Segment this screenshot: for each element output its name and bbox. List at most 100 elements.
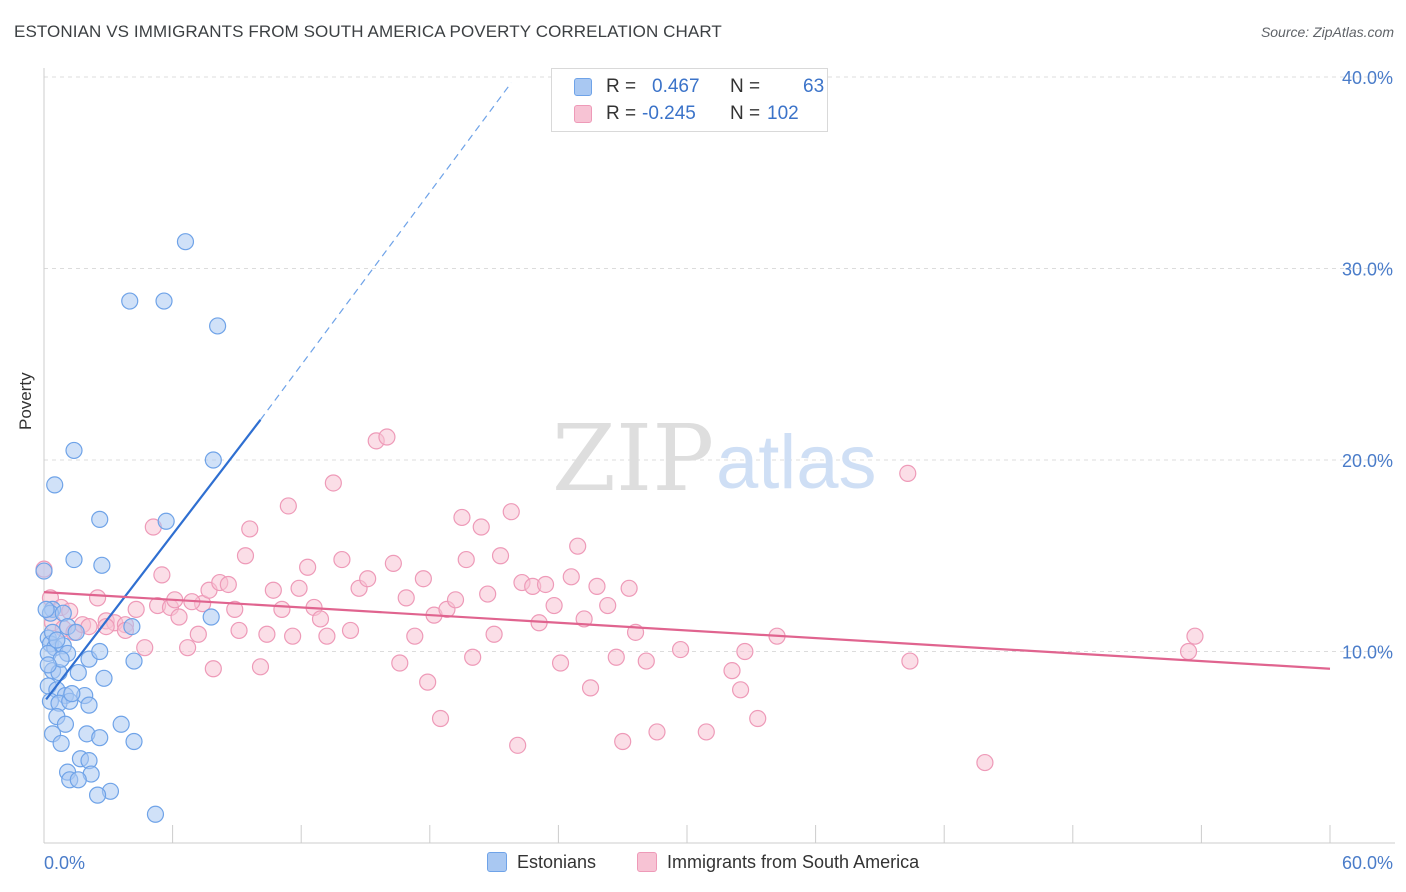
point-immigrants bbox=[359, 570, 377, 588]
point-immigrants bbox=[446, 591, 465, 609]
point-immigrants bbox=[472, 518, 490, 536]
point-estonians bbox=[146, 805, 165, 823]
point-immigrants bbox=[491, 547, 510, 565]
point-immigrants bbox=[607, 648, 625, 666]
point-immigrants bbox=[431, 709, 450, 728]
point-estonians bbox=[80, 696, 98, 714]
point-estonians bbox=[35, 562, 53, 580]
point-immigrants bbox=[588, 577, 606, 595]
series-estonians-points bbox=[35, 233, 227, 823]
point-immigrants bbox=[697, 723, 715, 741]
point-immigrants bbox=[599, 596, 617, 615]
point-immigrants bbox=[414, 570, 432, 588]
point-immigrants bbox=[569, 537, 587, 555]
bottom-legend-immigrants: Immigrants from South America bbox=[637, 852, 919, 873]
point-immigrants bbox=[153, 566, 171, 584]
chart-title: ESTONIAN VS IMMIGRANTS FROM SOUTH AMERIC… bbox=[14, 22, 722, 41]
point-estonians bbox=[37, 600, 55, 618]
point-immigrants bbox=[723, 662, 741, 680]
point-immigrants bbox=[333, 550, 351, 569]
point-estonians bbox=[91, 729, 109, 747]
point-immigrants bbox=[226, 600, 244, 618]
point-immigrants bbox=[614, 732, 632, 751]
point-immigrants bbox=[264, 581, 282, 599]
gridlines bbox=[44, 76, 1395, 652]
point-immigrants bbox=[299, 558, 317, 576]
point-immigrants bbox=[419, 673, 437, 691]
point-immigrants bbox=[324, 474, 342, 492]
trend-line-estonians bbox=[45, 419, 262, 701]
bottom-legend-label-estonians: Estonians bbox=[517, 852, 597, 872]
point-immigrants bbox=[397, 589, 415, 607]
point-immigrants bbox=[406, 627, 424, 645]
point-estonians bbox=[88, 786, 107, 804]
point-estonians bbox=[93, 556, 111, 574]
point-estonians bbox=[56, 715, 75, 733]
legend-r-label: R = bbox=[606, 76, 637, 97]
point-immigrants bbox=[749, 709, 767, 728]
trend-line-immigrants bbox=[43, 591, 1331, 670]
bottom-legend-swatch-immigrants bbox=[637, 852, 657, 872]
point-immigrants bbox=[241, 520, 259, 538]
point-immigrants bbox=[551, 654, 570, 672]
point-immigrants bbox=[127, 600, 145, 618]
y-tick-label: 30.0% bbox=[1342, 260, 1393, 280]
point-estonians bbox=[39, 656, 57, 674]
y-tick-label: 20.0% bbox=[1342, 451, 1393, 471]
point-immigrants bbox=[620, 579, 638, 597]
point-immigrants bbox=[290, 579, 308, 597]
point-immigrants bbox=[279, 497, 297, 515]
point-estonians bbox=[63, 685, 81, 703]
point-immigrants bbox=[236, 547, 255, 565]
point-immigrants bbox=[562, 568, 580, 586]
point-immigrants bbox=[901, 652, 919, 670]
point-immigrants bbox=[899, 464, 917, 483]
point-immigrants bbox=[97, 618, 115, 636]
bottom-legend-estonians: Estonians bbox=[487, 852, 596, 873]
point-immigrants bbox=[464, 648, 482, 666]
point-immigrants bbox=[311, 610, 330, 628]
watermark: ZIP atlas bbox=[552, 405, 877, 512]
legend-r-value-estonians: 0.467 bbox=[652, 76, 700, 97]
point-estonians bbox=[112, 715, 130, 733]
legend-r-value-immigrants: -0.245 bbox=[642, 103, 696, 124]
point-immigrants bbox=[479, 585, 497, 603]
point-estonians bbox=[65, 550, 83, 569]
y-tick-labels: 10.0% 20.0% 30.0% 40.0% bbox=[1342, 68, 1393, 663]
trend-line-estonians-extension bbox=[259, 82, 512, 421]
x-tick-label: 60.0% bbox=[1342, 853, 1393, 873]
point-immigrants bbox=[341, 621, 360, 640]
point-immigrants bbox=[258, 625, 276, 643]
point-immigrants bbox=[273, 600, 291, 618]
point-estonians bbox=[67, 623, 85, 641]
chart-source: Source: ZipAtlas.com bbox=[1260, 24, 1394, 40]
point-immigrants bbox=[318, 627, 336, 645]
point-immigrants bbox=[378, 428, 396, 446]
point-immigrants bbox=[179, 639, 197, 657]
point-estonians bbox=[204, 451, 222, 469]
legend-n-label: N = bbox=[730, 103, 761, 124]
point-immigrants bbox=[575, 610, 593, 628]
point-immigrants bbox=[637, 652, 655, 670]
point-immigrants bbox=[509, 736, 527, 754]
point-estonians bbox=[69, 771, 87, 789]
point-immigrants bbox=[457, 550, 475, 569]
bottom-legend-swatch-estonians bbox=[487, 852, 507, 872]
point-immigrants bbox=[219, 575, 237, 594]
y-axis-label: Poverty bbox=[16, 372, 35, 430]
point-immigrants bbox=[453, 508, 471, 527]
point-immigrants bbox=[170, 608, 188, 626]
legend-r-label: R = bbox=[606, 103, 637, 124]
y-tick-label: 10.0% bbox=[1342, 643, 1393, 663]
point-estonians bbox=[125, 652, 143, 670]
point-immigrants bbox=[384, 554, 402, 573]
point-estonians bbox=[52, 734, 70, 753]
legend-swatch-estonians bbox=[574, 78, 592, 96]
point-immigrants bbox=[671, 640, 690, 659]
point-estonians bbox=[48, 631, 66, 649]
point-estonians bbox=[155, 292, 173, 310]
point-immigrants bbox=[581, 679, 600, 697]
legend-n-label: N = bbox=[730, 76, 761, 97]
point-immigrants bbox=[1186, 627, 1204, 645]
x-tick-label: 0.0% bbox=[44, 853, 85, 873]
